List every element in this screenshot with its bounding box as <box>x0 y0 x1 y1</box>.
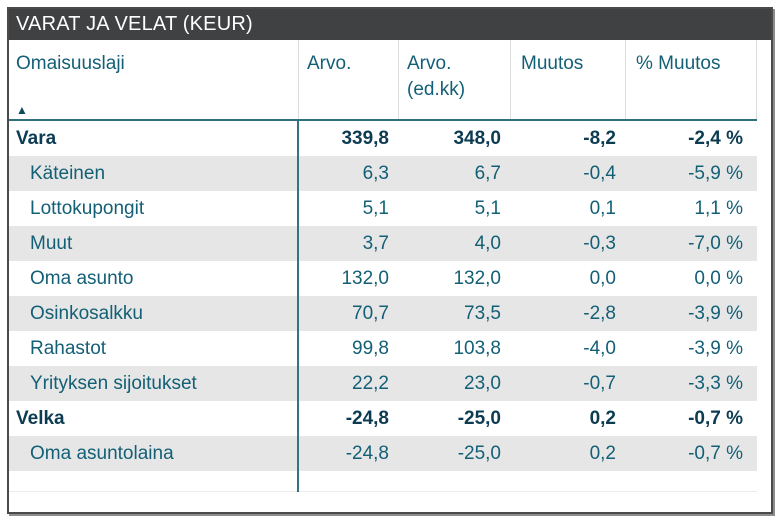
column-header-omaisuuslaji[interactable]: Omaisuuslaji ▲ <box>9 40 298 119</box>
table-row[interactable]: Yrityksen sijoitukset 22,2 23,0 -0,7 -3,… <box>9 366 757 401</box>
visual-title: VARAT JA VELAT (KEUR) <box>16 13 253 35</box>
table-row[interactable]: Oma asunto 132,0 132,0 0,0 0,0 % <box>9 261 757 296</box>
table-row[interactable]: Vara 339,8 348,0 -8,2 -2,4 % <box>9 121 757 156</box>
cell-pct-muutos: -0,7 % <box>688 407 743 429</box>
cell-arvo-edkk: 4,0 <box>474 232 501 254</box>
assets-liabilities-table-visual: VARAT JA VELAT (KEUR) Omaisuuslaji ▲ Arv… <box>7 7 773 514</box>
cell-arvo-edkk: -25,0 <box>457 407 501 429</box>
table-row[interactable]: Lottokupongit 5,1 5,1 0,1 1,1 % <box>9 191 757 226</box>
table-row[interactable]: Rahastot 99,8 103,8 -4,0 -3,9 % <box>9 331 757 366</box>
row-label: Oma asunto <box>30 267 134 289</box>
row-label: Osinkosalkku <box>30 302 143 324</box>
column-header-label: % Muutos <box>636 53 721 74</box>
cell-arvo: 5,1 <box>362 197 389 219</box>
cell-muutos: 0,2 <box>589 407 616 429</box>
column-header-pct-muutos[interactable]: % Muutos <box>625 40 757 119</box>
cell-pct-muutos: -3,9 % <box>688 337 743 359</box>
row-label: Velka <box>16 407 65 429</box>
row-label: Vara <box>16 127 57 149</box>
table-body: Vara 339,8 348,0 -8,2 -2,4 % Käteinen 6,… <box>9 121 757 492</box>
cell-arvo: 99,8 <box>352 337 389 359</box>
visual-title-bar: VARAT JA VELAT (KEUR) <box>9 9 771 40</box>
row-label: Käteinen <box>30 162 106 184</box>
column-header-label: Arvo. (ed.kk) <box>407 53 466 100</box>
cell-arvo-edkk: 73,5 <box>464 302 501 324</box>
cell-muutos: 0,0 <box>589 267 616 289</box>
cell-arvo-edkk: 23,0 <box>464 372 501 394</box>
table-row[interactable]: Muut 3,7 4,0 -0,3 -7,0 % <box>9 226 757 261</box>
column-header-muutos[interactable]: Muutos <box>510 40 625 119</box>
cell-muutos: -0,3 <box>583 232 616 254</box>
cell-arvo: 3,7 <box>362 232 389 254</box>
column-header-label: Muutos <box>521 53 584 74</box>
column-header-arvo[interactable]: Arvo. <box>298 40 398 119</box>
cell-muutos: -0,4 <box>583 162 616 184</box>
column-header-label: Omaisuuslaji <box>16 53 125 74</box>
cell-muutos: -2,8 <box>583 302 616 324</box>
row-label: Muut <box>30 232 73 254</box>
cell-muutos: -0,7 <box>583 372 616 394</box>
table-header-row: Omaisuuslaji ▲ Arvo. Arvo. (ed.kk) Muuto… <box>9 40 757 121</box>
cell-arvo-edkk: -25,0 <box>457 442 501 464</box>
cell-arvo-edkk: 132,0 <box>453 267 501 289</box>
cell-arvo-edkk: 103,8 <box>453 337 501 359</box>
cell-pct-muutos: -0,7 % <box>688 442 743 464</box>
table-row[interactable]: Velka -24,8 -25,0 0,2 -0,7 % <box>9 401 757 436</box>
cell-pct-muutos: 1,1 % <box>694 197 743 219</box>
cell-pct-muutos: -7,0 % <box>688 232 743 254</box>
column-header-label: Arvo. <box>307 53 352 74</box>
cell-pct-muutos: -5,9 % <box>688 162 743 184</box>
cell-arvo: 70,7 <box>352 302 389 324</box>
column-divider-line <box>297 121 299 492</box>
row-label: Oma asuntolaina <box>30 442 174 464</box>
cell-pct-muutos: -2,4 % <box>688 127 743 149</box>
cell-muutos: -8,2 <box>583 127 616 149</box>
cell-arvo: -24,8 <box>345 442 389 464</box>
row-label: Yrityksen sijoitukset <box>30 372 197 394</box>
cell-pct-muutos: -3,9 % <box>688 302 743 324</box>
cell-arvo: -24,8 <box>345 407 389 429</box>
column-header-arvo-edkk[interactable]: Arvo. (ed.kk) <box>398 40 510 119</box>
sort-ascending-icon[interactable]: ▲ <box>16 103 28 117</box>
row-label: Lottokupongit <box>30 197 145 219</box>
cell-arvo-edkk: 348,0 <box>453 127 501 149</box>
cell-arvo: 339,8 <box>341 127 389 149</box>
cell-pct-muutos: -3,3 % <box>688 372 743 394</box>
cell-pct-muutos: 0,0 % <box>694 267 743 289</box>
table-row[interactable]: Oma asuntolaina -24,8 -25,0 0,2 -0,7 % <box>9 436 757 471</box>
table-row[interactable]: Käteinen 6,3 6,7 -0,4 -5,9 % <box>9 156 757 191</box>
cell-muutos: -4,0 <box>583 337 616 359</box>
cell-arvo-edkk: 6,7 <box>474 162 501 184</box>
cell-muutos: 0,1 <box>589 197 616 219</box>
table-bottom-spacer <box>9 471 757 492</box>
table-rows: Vara 339,8 348,0 -8,2 -2,4 % Käteinen 6,… <box>9 121 757 471</box>
table-row[interactable]: Osinkosalkku 70,7 73,5 -2,8 -3,9 % <box>9 296 757 331</box>
cell-arvo: 6,3 <box>362 162 389 184</box>
cell-arvo: 22,2 <box>352 372 389 394</box>
row-label: Rahastot <box>30 337 107 359</box>
cell-muutos: 0,2 <box>589 442 616 464</box>
cell-arvo: 132,0 <box>341 267 389 289</box>
cell-arvo-edkk: 5,1 <box>474 197 501 219</box>
